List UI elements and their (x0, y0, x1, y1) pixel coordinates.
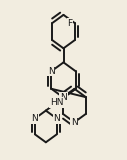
Text: N: N (71, 118, 78, 127)
Text: F: F (68, 19, 73, 28)
Text: N: N (60, 93, 67, 102)
Text: N: N (32, 114, 38, 123)
Text: HN: HN (50, 98, 64, 107)
Text: N: N (53, 114, 60, 123)
Text: N: N (48, 67, 55, 76)
